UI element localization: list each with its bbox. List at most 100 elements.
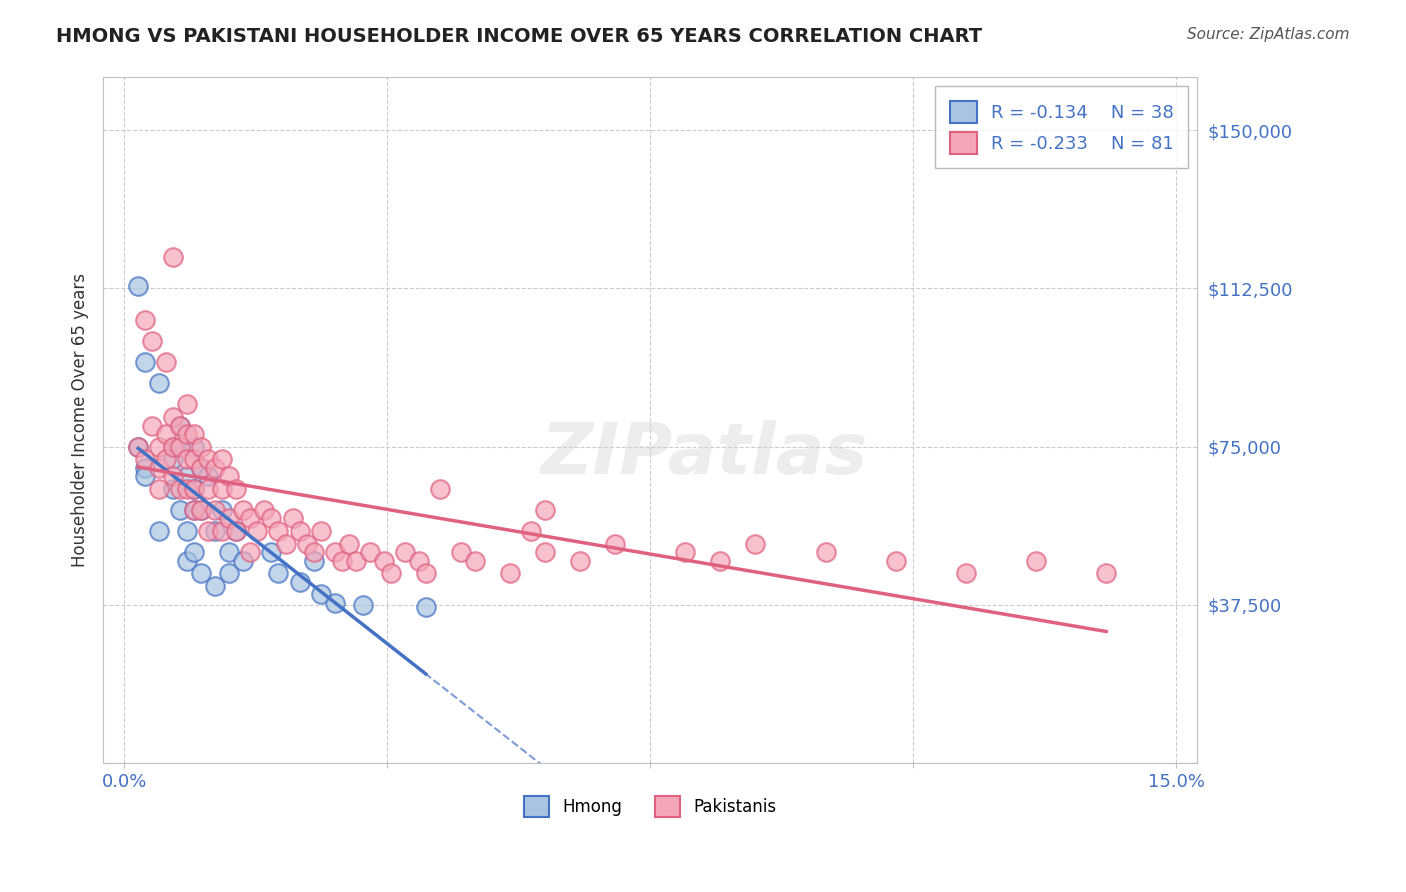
Point	[190, 460, 212, 475]
Point	[499, 566, 522, 581]
Point	[176, 397, 198, 411]
Point	[176, 452, 198, 467]
Point	[709, 553, 731, 567]
Point	[183, 482, 205, 496]
Point	[323, 596, 346, 610]
Point	[408, 553, 430, 567]
Point	[274, 537, 297, 551]
Point	[197, 469, 219, 483]
Point	[183, 503, 205, 517]
Point	[673, 545, 696, 559]
Point	[534, 545, 557, 559]
Point	[176, 427, 198, 442]
Point	[183, 452, 205, 467]
Point	[1025, 553, 1047, 567]
Point	[260, 511, 283, 525]
Point	[218, 511, 240, 525]
Point	[176, 469, 198, 483]
Point	[352, 598, 374, 612]
Point	[183, 503, 205, 517]
Text: HMONG VS PAKISTANI HOUSEHOLDER INCOME OVER 65 YEARS CORRELATION CHART: HMONG VS PAKISTANI HOUSEHOLDER INCOME OV…	[56, 27, 983, 45]
Point	[281, 511, 304, 525]
Point	[183, 545, 205, 559]
Point	[605, 537, 627, 551]
Point	[260, 545, 283, 559]
Point	[204, 460, 226, 475]
Point	[302, 545, 325, 559]
Point	[141, 334, 163, 348]
Point	[162, 250, 184, 264]
Text: ZIPatlas: ZIPatlas	[541, 420, 869, 489]
Point	[190, 460, 212, 475]
Point	[141, 418, 163, 433]
Point	[380, 566, 402, 581]
Point	[373, 553, 395, 567]
Point	[569, 553, 592, 567]
Point	[1095, 566, 1118, 581]
Point	[211, 452, 233, 467]
Point	[148, 482, 170, 496]
Point	[134, 469, 156, 483]
Legend: Hmong, Pakistanis: Hmong, Pakistanis	[517, 789, 783, 823]
Text: Source: ZipAtlas.com: Source: ZipAtlas.com	[1187, 27, 1350, 42]
Point	[302, 553, 325, 567]
Point	[309, 524, 332, 538]
Point	[190, 440, 212, 454]
Point	[148, 440, 170, 454]
Point	[955, 566, 977, 581]
Point	[190, 566, 212, 581]
Point	[534, 503, 557, 517]
Point	[232, 553, 254, 567]
Point	[176, 553, 198, 567]
Point	[197, 524, 219, 538]
Point	[814, 545, 837, 559]
Point	[176, 524, 198, 538]
Point	[450, 545, 472, 559]
Point	[253, 503, 276, 517]
Point	[134, 355, 156, 369]
Point	[239, 545, 262, 559]
Point	[169, 440, 191, 454]
Point	[239, 511, 262, 525]
Point	[394, 545, 416, 559]
Point	[267, 566, 290, 581]
Point	[183, 427, 205, 442]
Point	[288, 524, 311, 538]
Point	[190, 503, 212, 517]
Point	[225, 524, 247, 538]
Point	[127, 279, 149, 293]
Point	[520, 524, 543, 538]
Point	[330, 553, 353, 567]
Point	[197, 482, 219, 496]
Point	[211, 524, 233, 538]
Point	[211, 482, 233, 496]
Point	[162, 440, 184, 454]
Point	[344, 553, 367, 567]
Point	[884, 553, 907, 567]
Point	[190, 503, 212, 517]
Point	[134, 313, 156, 327]
Point	[295, 537, 318, 551]
Point	[288, 574, 311, 589]
Point	[127, 440, 149, 454]
Point	[323, 545, 346, 559]
Point	[267, 524, 290, 538]
Point	[218, 469, 240, 483]
Point	[415, 566, 437, 581]
Point	[246, 524, 269, 538]
Point	[162, 452, 184, 467]
Point	[359, 545, 381, 559]
Point	[225, 482, 247, 496]
Point	[169, 418, 191, 433]
Point	[204, 503, 226, 517]
Point	[218, 545, 240, 559]
Point	[309, 587, 332, 601]
Point	[155, 452, 177, 467]
Point	[204, 579, 226, 593]
Point	[464, 553, 486, 567]
Point	[211, 503, 233, 517]
Point	[162, 482, 184, 496]
Point	[162, 469, 184, 483]
Point	[148, 376, 170, 391]
Point	[232, 503, 254, 517]
